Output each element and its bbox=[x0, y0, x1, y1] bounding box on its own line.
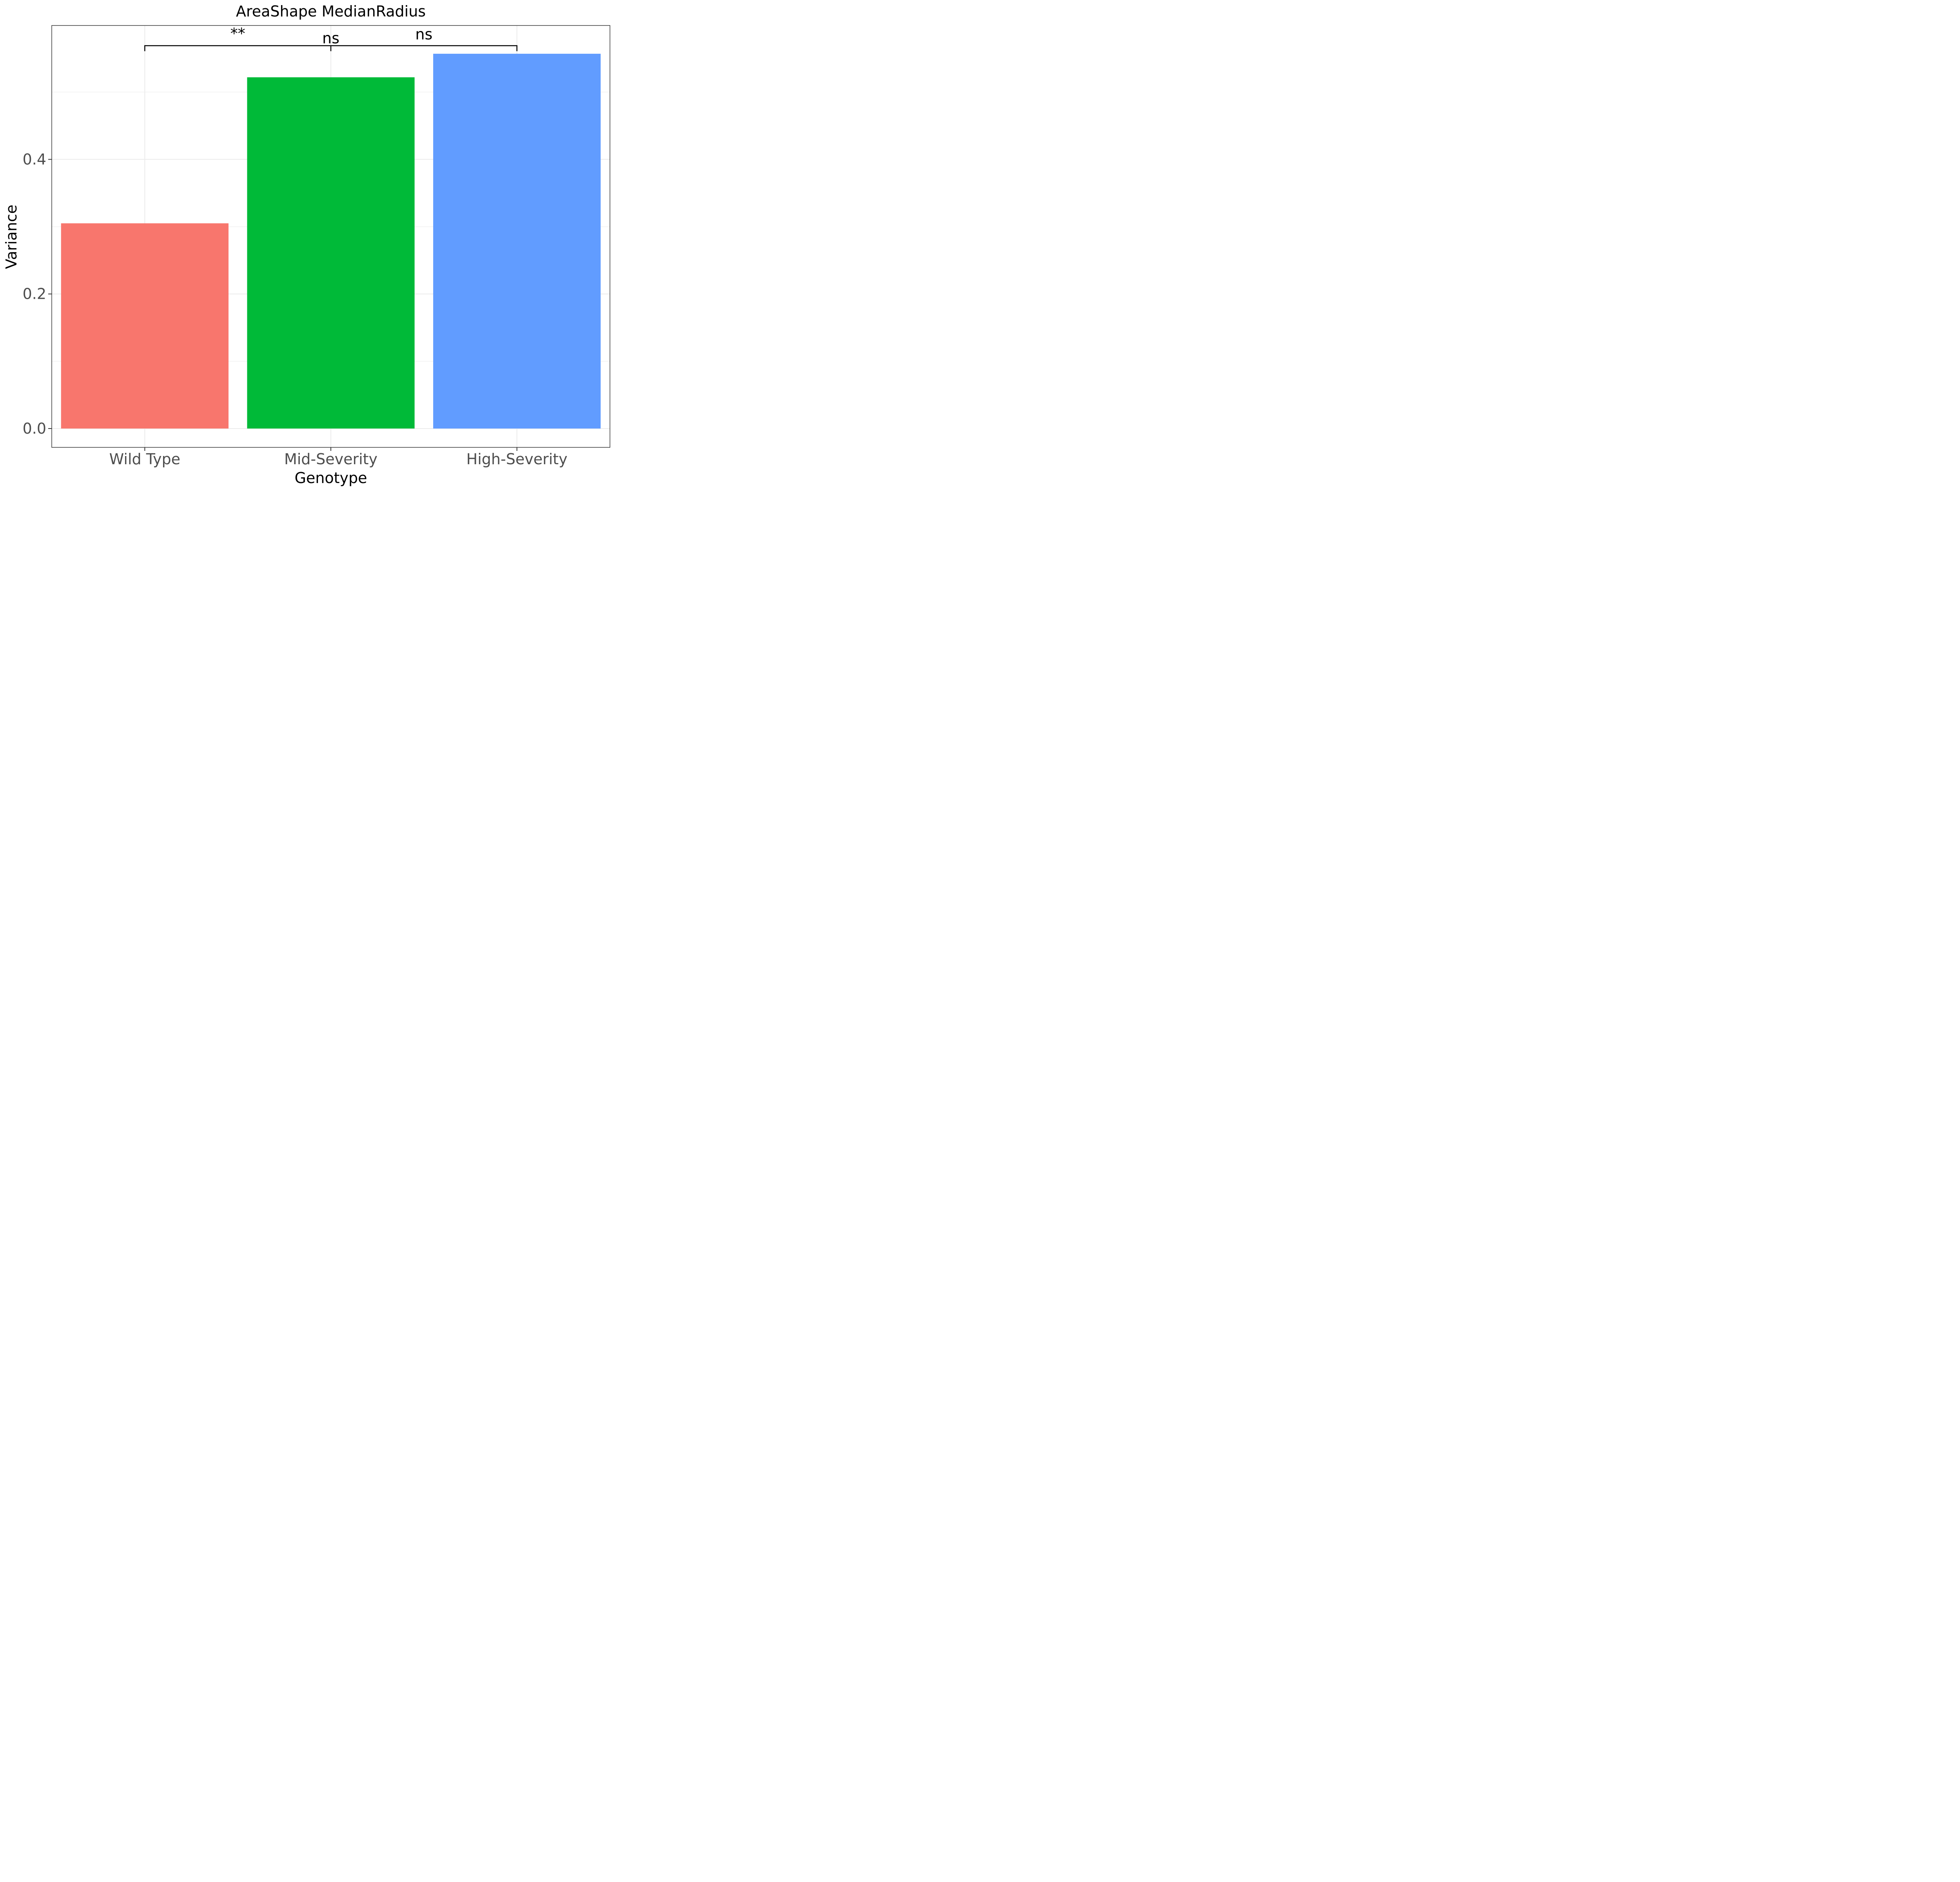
x-tick-label: Wild Type bbox=[109, 451, 180, 468]
significance-label: ns bbox=[322, 29, 339, 47]
y-tick-label: 0.2 bbox=[23, 285, 46, 303]
x-tick-label: High-Severity bbox=[466, 451, 568, 468]
significance-bracket bbox=[144, 45, 517, 51]
bar-wild-type bbox=[61, 223, 229, 429]
y-axis: 0.0 0.2 0.4 bbox=[23, 151, 52, 437]
chart-title: AreaShape MedianRadius bbox=[236, 3, 426, 20]
significance-annotations: ** ns ns bbox=[144, 25, 517, 51]
bars bbox=[61, 54, 601, 429]
x-tick-label: Mid-Severity bbox=[284, 451, 377, 468]
y-axis-title: Variance bbox=[3, 205, 20, 269]
bar-high-severity bbox=[433, 54, 601, 429]
significance-label: ** bbox=[230, 25, 245, 42]
bar-chart: ** ns ns 0.0 0.2 0.4 Wild Type Mid-Severity Hi… bbox=[3, 3, 610, 487]
x-axis-title: Genotype bbox=[294, 469, 367, 487]
x-axis: Wild Type Mid-Severity High-Severity bbox=[109, 447, 568, 468]
y-tick-label: 0.4 bbox=[23, 151, 46, 168]
bar-mid-severity bbox=[247, 77, 415, 429]
significance-label: ns bbox=[415, 25, 432, 43]
y-tick-label: 0.0 bbox=[23, 420, 46, 437]
